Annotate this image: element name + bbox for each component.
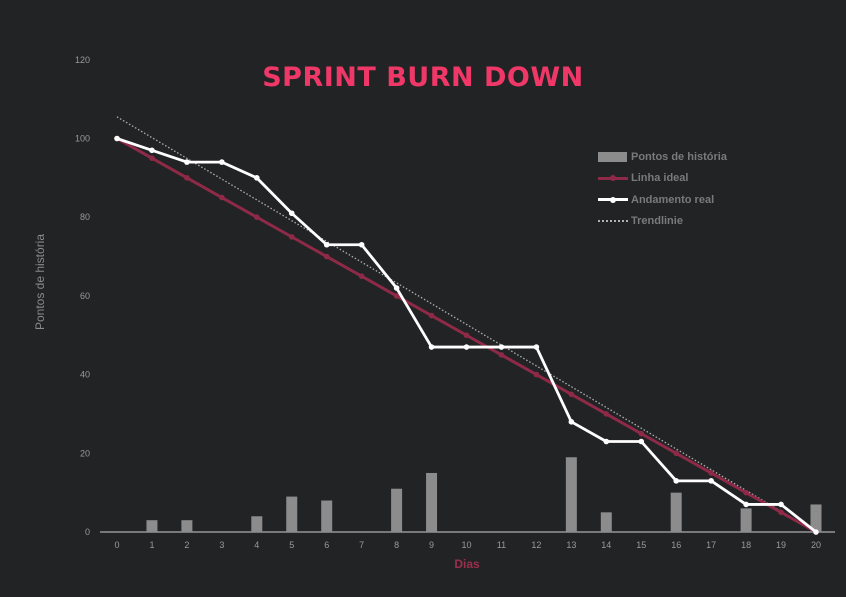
actual-point bbox=[568, 419, 575, 425]
trendline bbox=[116, 116, 817, 533]
x-tick-label: 4 bbox=[254, 540, 259, 550]
bar bbox=[600, 512, 612, 532]
legend-item-actual: Andamento real bbox=[598, 189, 727, 211]
legend-swatch-ideal bbox=[598, 173, 628, 183]
ideal-point bbox=[358, 273, 365, 280]
actual-point bbox=[638, 438, 645, 445]
actual-point bbox=[813, 529, 819, 535]
chart-title: SPRINT BURN DOWN bbox=[262, 62, 584, 93]
actual-point bbox=[673, 478, 679, 484]
legend-swatch-bars bbox=[598, 151, 628, 162]
legend-item-bars: Pontos de história bbox=[598, 146, 727, 168]
x-tick-label: 3 bbox=[219, 540, 224, 550]
legend-label-actual: Andamento real bbox=[631, 193, 715, 206]
actual-point bbox=[358, 241, 365, 248]
legend-item-ideal: Linha ideal bbox=[598, 168, 727, 190]
x-tick-label: 5 bbox=[289, 540, 294, 550]
x-tick-label: 18 bbox=[741, 540, 751, 550]
x-tick-label: 7 bbox=[359, 540, 364, 550]
x-tick-label: 11 bbox=[497, 540, 506, 550]
actual-point bbox=[743, 501, 749, 508]
ideal-point bbox=[673, 450, 679, 457]
x-tick-label: 2 bbox=[184, 540, 189, 550]
legend-swatch-actual bbox=[598, 195, 628, 205]
bar bbox=[565, 457, 577, 532]
legend-label-bars: Pontos de história bbox=[631, 150, 727, 163]
y-tick-label: 100 bbox=[75, 134, 90, 144]
x-tick-label: 16 bbox=[671, 540, 681, 550]
actual-point bbox=[288, 210, 295, 217]
x-tick-label: 15 bbox=[636, 540, 646, 550]
bar bbox=[181, 520, 193, 532]
x-tick-label: 17 bbox=[706, 540, 716, 550]
bar bbox=[251, 516, 263, 532]
x-tick-label: 14 bbox=[601, 540, 611, 550]
ideal-point bbox=[708, 470, 714, 476]
actual-point bbox=[708, 478, 714, 484]
legend-label-trend: Trendlinie bbox=[631, 215, 683, 228]
ideal-point bbox=[149, 155, 155, 161]
ideal-point bbox=[498, 352, 505, 358]
actual-point bbox=[778, 501, 784, 508]
bar bbox=[810, 504, 822, 532]
ideal-point bbox=[603, 411, 610, 417]
bar bbox=[321, 500, 333, 532]
x-tick-label: 13 bbox=[566, 540, 576, 550]
x-tick-label: 6 bbox=[324, 540, 329, 550]
ideal-point bbox=[393, 293, 400, 299]
legend-label-ideal: Linha ideal bbox=[631, 172, 689, 185]
bar bbox=[391, 488, 403, 532]
y-tick-label: 60 bbox=[80, 291, 90, 301]
x-axis-title: Dias bbox=[454, 557, 480, 571]
bar bbox=[426, 472, 438, 532]
bar bbox=[146, 520, 158, 532]
y-tick-label: 120 bbox=[75, 55, 90, 65]
actual-point bbox=[603, 438, 610, 445]
x-tick-label: 0 bbox=[114, 540, 119, 550]
bar bbox=[670, 492, 682, 532]
x-tick-label: 20 bbox=[811, 540, 821, 550]
y-tick-label: 40 bbox=[80, 370, 90, 380]
x-tick-label: 8 bbox=[394, 540, 399, 550]
x-tick-label: 9 bbox=[429, 540, 434, 550]
bar bbox=[286, 496, 298, 532]
y-axis-title: Pontos de história bbox=[33, 233, 47, 331]
ideal-point bbox=[184, 175, 190, 181]
y-tick-label: 80 bbox=[80, 212, 90, 222]
ideal-point bbox=[743, 489, 749, 496]
actual-point bbox=[253, 175, 260, 181]
actual-point bbox=[498, 344, 505, 350]
x-tick-label: 1 bbox=[149, 540, 154, 550]
actual-point bbox=[428, 344, 435, 350]
ideal-point bbox=[568, 391, 575, 398]
ideal-point bbox=[428, 312, 435, 319]
ideal-point bbox=[638, 430, 645, 437]
actual-point bbox=[393, 285, 400, 291]
ideal-point bbox=[778, 509, 784, 516]
actual-point bbox=[219, 159, 225, 165]
ideal-point bbox=[533, 371, 540, 378]
legend-item-trend: Trendlinie bbox=[598, 211, 727, 233]
ideal-point bbox=[288, 234, 295, 240]
x-tick-label: 10 bbox=[461, 540, 471, 550]
x-tick-label: 12 bbox=[531, 540, 541, 550]
ideal-point bbox=[463, 332, 470, 339]
ideal-point bbox=[253, 214, 260, 220]
x-tick-label: 19 bbox=[776, 540, 786, 550]
actual-point bbox=[533, 344, 540, 350]
ideal-point bbox=[323, 253, 330, 260]
actual-point bbox=[184, 159, 190, 165]
legend-swatch-trend bbox=[598, 216, 628, 226]
y-tick-label: 20 bbox=[80, 448, 90, 458]
actual-point bbox=[323, 241, 330, 248]
actual-point bbox=[463, 344, 470, 350]
bar bbox=[740, 508, 752, 532]
ideal-point bbox=[219, 194, 225, 201]
y-tick-label: 0 bbox=[85, 527, 90, 537]
actual-point bbox=[114, 135, 120, 142]
actual-point bbox=[149, 147, 155, 154]
legend: Pontos de história Linha ideal Andamento… bbox=[598, 146, 727, 232]
